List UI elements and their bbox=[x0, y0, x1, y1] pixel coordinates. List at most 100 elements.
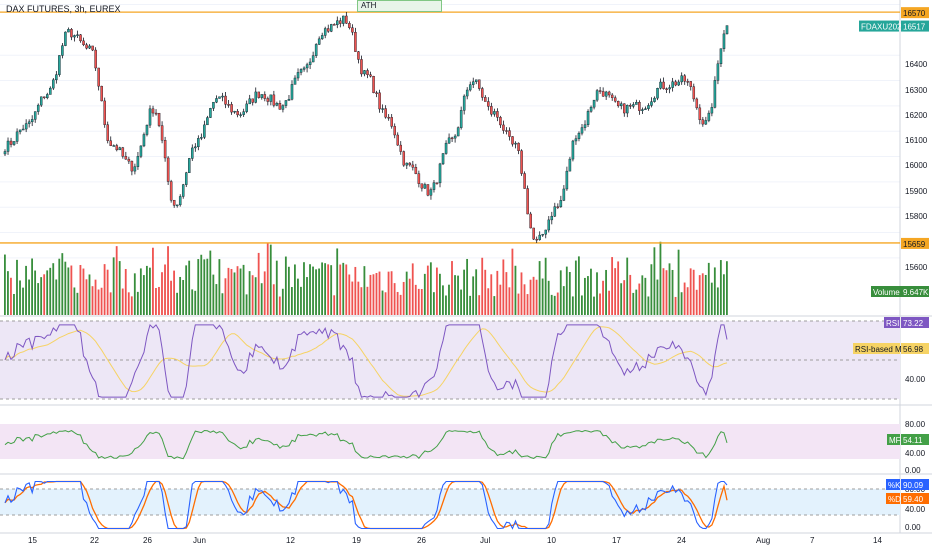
volume-bar bbox=[164, 264, 166, 315]
candle-body bbox=[296, 72, 300, 79]
candle-body bbox=[713, 80, 717, 108]
candle-body bbox=[197, 138, 200, 148]
stoch-k-name-tag-text: %K bbox=[888, 481, 901, 490]
volume-bar bbox=[182, 280, 185, 315]
volume-bar bbox=[674, 296, 677, 315]
volume-bar bbox=[472, 276, 475, 315]
volume-bar bbox=[405, 271, 408, 315]
volume-bar bbox=[4, 254, 6, 315]
candle-body bbox=[55, 74, 58, 81]
volume-bar bbox=[297, 278, 299, 315]
volume-bar bbox=[61, 253, 64, 315]
volume-bar bbox=[70, 265, 73, 315]
volume-bar bbox=[704, 274, 707, 315]
volume-bar bbox=[248, 271, 251, 315]
candle-body bbox=[106, 124, 109, 141]
stoch-k-name-tag-bg bbox=[886, 479, 900, 490]
candle-body bbox=[393, 126, 396, 136]
candle-body bbox=[686, 81, 689, 83]
candle-body bbox=[490, 106, 493, 115]
stoch-band bbox=[0, 489, 900, 515]
candle-body bbox=[254, 91, 257, 103]
rsi-line bbox=[4, 323, 728, 399]
symbol-tag-bg bbox=[859, 20, 899, 32]
candle-body bbox=[305, 64, 309, 69]
volume-bar bbox=[490, 274, 493, 315]
volume-bar bbox=[209, 250, 212, 315]
candle-body bbox=[432, 182, 436, 190]
candle-body bbox=[665, 88, 668, 90]
candle-body bbox=[484, 97, 487, 102]
rsi-ma-value-tag: 56.98 bbox=[901, 343, 929, 354]
candle-body bbox=[326, 28, 330, 32]
candle-body bbox=[118, 147, 122, 151]
candle-body bbox=[100, 85, 103, 102]
volume-bar bbox=[155, 288, 157, 315]
volume-bar bbox=[574, 260, 577, 315]
candle-body bbox=[181, 184, 185, 197]
resistance-tag: 16570 bbox=[901, 7, 929, 19]
volume-bar bbox=[526, 294, 529, 315]
stoch-k-line bbox=[4, 480, 728, 530]
volume-bar bbox=[611, 257, 614, 315]
candle-body bbox=[689, 81, 693, 87]
volume-bar bbox=[284, 256, 287, 315]
chart-title: DAX FUTURES, 3h, EUREX bbox=[6, 4, 121, 14]
x-tick-15: 15 bbox=[28, 536, 37, 545]
candle-body bbox=[577, 132, 581, 139]
candle-body bbox=[103, 100, 106, 125]
candle-body bbox=[517, 142, 520, 151]
volume-bar bbox=[324, 263, 327, 315]
volume-bar bbox=[333, 295, 336, 315]
candle-body bbox=[272, 94, 276, 106]
volume-bar bbox=[420, 289, 423, 315]
volume-bar bbox=[294, 264, 296, 315]
volume-bar bbox=[275, 260, 278, 315]
volume-bar bbox=[245, 294, 248, 315]
y-tick-16000: 16000 bbox=[905, 161, 928, 170]
volume-bar bbox=[100, 287, 103, 315]
candle-body bbox=[544, 229, 548, 235]
candle-body bbox=[209, 108, 212, 118]
candle-body bbox=[6, 140, 10, 152]
volume-bar bbox=[653, 247, 656, 315]
candle-body bbox=[191, 147, 194, 159]
candle-body bbox=[459, 110, 463, 128]
volume-bar bbox=[103, 264, 106, 315]
volume-bar bbox=[28, 279, 30, 315]
volume-bar bbox=[130, 296, 133, 315]
volume-bar bbox=[393, 283, 396, 315]
volume-bar bbox=[354, 266, 357, 315]
candle-body bbox=[263, 94, 267, 99]
candle-body bbox=[444, 142, 448, 154]
rsi-value-tag: 73.22 bbox=[901, 317, 929, 328]
volume-bar bbox=[596, 272, 598, 315]
candle-body bbox=[571, 140, 575, 160]
volume-bar bbox=[121, 288, 124, 315]
candle-body bbox=[293, 77, 297, 85]
candle-body bbox=[674, 81, 677, 86]
candle-body bbox=[36, 104, 40, 112]
candle-body bbox=[330, 24, 333, 32]
candle-body bbox=[239, 114, 242, 116]
candle-body bbox=[24, 123, 28, 130]
rsi-ma-name-tag-text: RSI-based MA bbox=[855, 345, 908, 354]
ath-label[interactable]: ATH bbox=[357, 0, 442, 12]
volume-bar bbox=[7, 271, 9, 315]
candle-body bbox=[124, 156, 128, 160]
mf-value-tag-text: 54.11 bbox=[903, 436, 923, 445]
volume-bar bbox=[52, 263, 55, 315]
volume-bar bbox=[590, 268, 592, 315]
volume-bar bbox=[218, 259, 221, 315]
volume-bar bbox=[414, 284, 417, 315]
rsi-name-tag-text: RSI bbox=[886, 319, 899, 328]
candle-body bbox=[342, 15, 345, 24]
volume-bar bbox=[695, 289, 698, 315]
volume-bar bbox=[55, 279, 58, 315]
volume-bar bbox=[161, 272, 163, 315]
candle-body bbox=[707, 112, 711, 121]
candle-body bbox=[85, 44, 88, 49]
candle-body bbox=[194, 146, 197, 149]
